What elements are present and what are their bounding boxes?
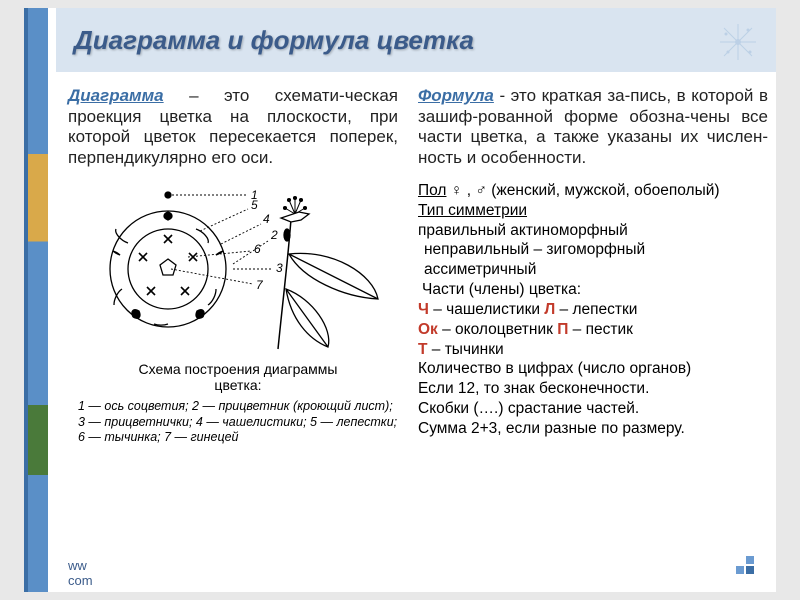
corner-icon <box>736 556 754 574</box>
formula-definition: Формула - это краткая за-пись, в которой… <box>418 86 768 169</box>
t-text: – тычинки <box>427 341 503 358</box>
slide-title: Диаграмма и формула цветка <box>74 25 474 56</box>
diagram-figure: 1 2 3 4 5 6 7 Схема построения диаграммы… <box>68 179 408 459</box>
diagram-legend: 1 — ось соцветия; 2 — прицветник (кроющи… <box>78 399 398 446</box>
footer-text: ww com <box>68 558 93 588</box>
abbr-ok: Ок <box>418 321 438 338</box>
svg-text:4: 4 <box>263 212 270 226</box>
svg-text:6: 6 <box>254 242 261 256</box>
term-formula: Формула <box>418 86 494 105</box>
footer-value: ww com <box>68 558 93 588</box>
caption-line1: Схема построения диаграммы <box>139 361 338 377</box>
svg-text:2: 2 <box>270 228 278 242</box>
caption-line2: цветка: <box>214 377 261 393</box>
pol-rest: ♀ , ♂ (женский, мужской, обоеполый) <box>446 182 719 199</box>
note-sym3: ассиметричный <box>418 260 768 280</box>
abbr-l: Л <box>544 301 555 318</box>
flower-diagram-svg: 1 2 3 4 5 6 7 <box>73 179 403 359</box>
note-t: Т – тычинки <box>418 340 768 360</box>
note-sym-label: Тип симметрии <box>418 201 768 221</box>
p-text: – пестик <box>568 321 633 338</box>
abbr-ch: Ч <box>418 301 429 318</box>
note-parts-label: Части (члены) цветка: <box>418 280 768 300</box>
svg-text:3: 3 <box>276 261 283 275</box>
note-sym1: правильный актиноморфный <box>418 221 768 241</box>
diagram-caption: Схема построения диаграммы цветка: <box>139 361 338 393</box>
ch-text: – чашелистики <box>429 301 544 318</box>
sym-label: Тип симметрии <box>418 202 527 219</box>
svg-text:7: 7 <box>256 278 264 292</box>
note-sym2: неправильный – зигоморфный <box>418 240 768 260</box>
note-ok-p: Ок – околоцветник П – пестик <box>418 320 768 340</box>
diagram-definition: Диаграмма – это схемати-ческая проекция … <box>68 86 398 169</box>
left-stripe <box>28 8 48 592</box>
abbr-p: П <box>557 321 568 338</box>
ok-text: – околоцветник <box>438 321 557 338</box>
note-sum: Сумма 2+3, если разные по размеру. <box>418 419 768 439</box>
right-column: Формула - это краткая за-пись, в которой… <box>418 86 768 459</box>
slide: Диаграмма и формула цветка Диаграмма – э… <box>24 8 776 592</box>
term-diagram: Диаграмма <box>68 86 164 105</box>
note-brackets: Скобки (….) срастание частей. <box>418 399 768 419</box>
formula-notes: Пол ♀ , ♂ (женский, мужской, обоеполый) … <box>418 181 768 439</box>
content-area: Диаграмма – это схемати-ческая проекция … <box>68 86 768 459</box>
slide-header: Диаграмма и формула цветка <box>56 8 776 72</box>
note-pol: Пол ♀ , ♂ (женский, мужской, обоеполый) <box>418 181 768 201</box>
l-text: – лепестки <box>555 301 637 318</box>
note-inf: Если 12, то знак бесконечности. <box>418 379 768 399</box>
note-ch-l: Ч – чашелистики Л – лепестки <box>418 300 768 320</box>
sparkle-icon <box>718 22 758 62</box>
pol-label: Пол <box>418 182 446 199</box>
svg-text:5: 5 <box>251 198 258 212</box>
left-column: Диаграмма – это схемати-ческая проекция … <box>68 86 398 459</box>
note-qty: Количество в цифрах (число органов) <box>418 359 768 379</box>
